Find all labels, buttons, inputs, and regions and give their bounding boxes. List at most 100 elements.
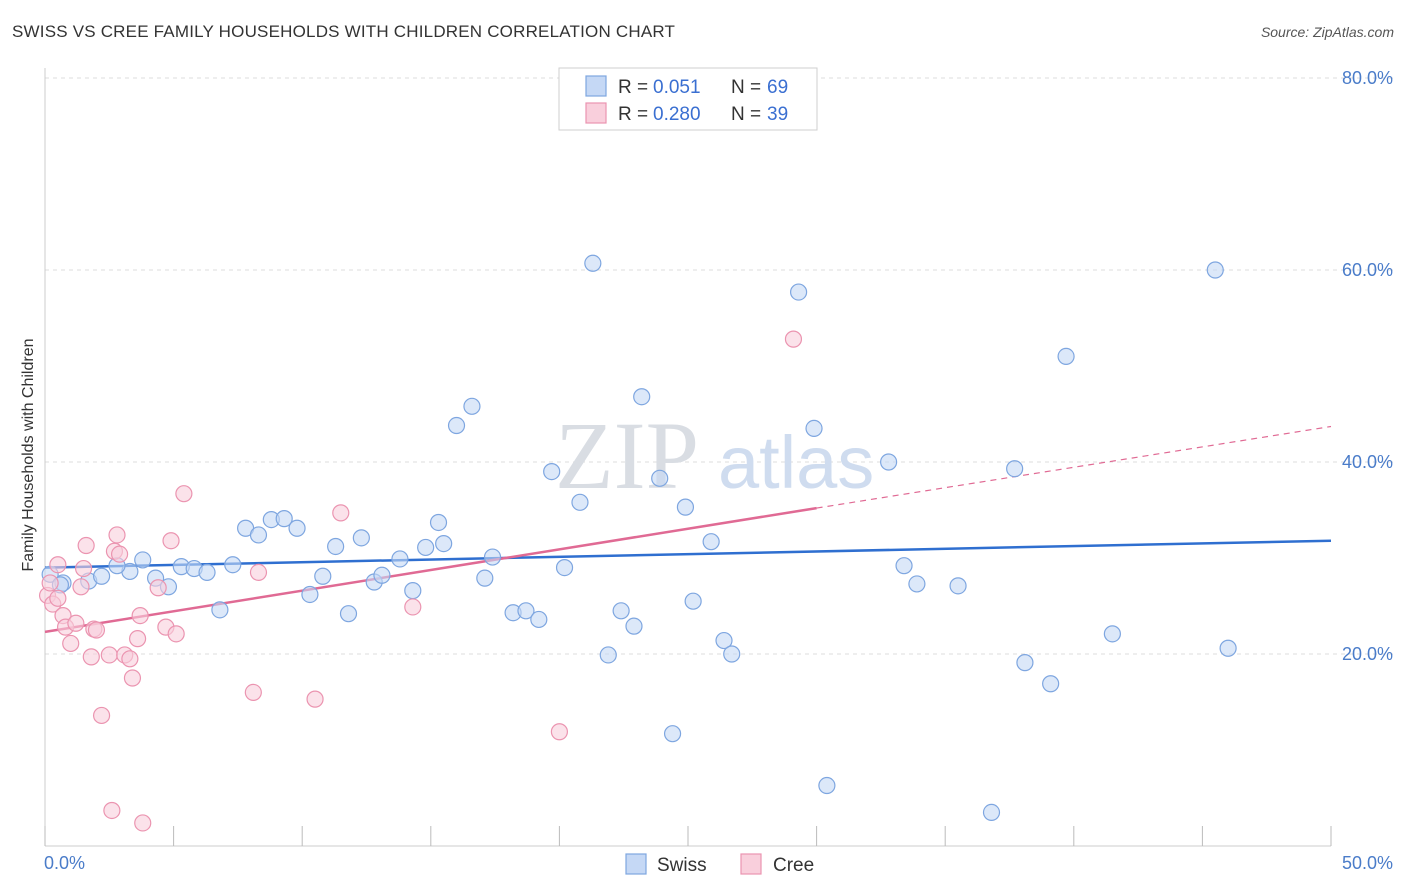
point-swiss-47: [663, 725, 682, 743]
point-swiss-37: [530, 610, 548, 629]
point-swiss-22: [339, 605, 358, 623]
point-swiss-50: [702, 533, 720, 551]
point-swiss-28: [417, 538, 435, 557]
point-cree-30: [167, 625, 185, 643]
legend-cree-r-label: R =: [618, 104, 648, 125]
legend-swatch-swiss: [625, 853, 647, 875]
point-swiss-56: [880, 453, 898, 471]
point-cree-16: [100, 646, 118, 664]
point-cree-29: [162, 532, 180, 550]
point-cree-17: [103, 801, 121, 820]
point-swiss-40: [571, 493, 589, 511]
point-swiss-62: [1016, 654, 1034, 672]
data-points: [38, 254, 1237, 832]
point-swiss-48: [676, 498, 695, 516]
point-cree-11: [77, 536, 95, 555]
point-swiss-54: [805, 419, 823, 437]
point-cree-22: [121, 650, 139, 668]
point-cree-9: [72, 578, 90, 596]
point-swiss-21: [327, 537, 345, 556]
point-cree-35: [332, 504, 350, 522]
point-cree-3: [49, 589, 67, 607]
point-cree-12: [82, 648, 100, 666]
point-swiss-44: [625, 617, 643, 635]
legend-swatch-cree: [740, 853, 762, 875]
point-swiss-55: [818, 776, 836, 795]
point-swiss-18: [288, 519, 306, 537]
point-cree-10: [74, 559, 93, 578]
point-swiss-39: [555, 558, 574, 577]
point-swiss-57: [895, 557, 913, 575]
y-tick-label-80: 80.0%: [1342, 68, 1393, 88]
point-swiss-13: [224, 556, 242, 574]
point-swiss-25: [373, 566, 391, 584]
trend-line-cree: [44, 506, 817, 634]
point-swiss-12: [211, 601, 229, 619]
series-legend: Swiss Cree: [625, 853, 814, 876]
point-cree-32: [244, 683, 262, 702]
point-cree-7: [62, 634, 80, 653]
point-swiss-42: [599, 646, 617, 664]
point-cree-34: [306, 690, 324, 708]
point-swiss-45: [633, 388, 651, 406]
point-swiss-63: [1057, 347, 1075, 365]
point-swiss-15: [249, 526, 268, 544]
point-swiss-46: [651, 469, 669, 487]
point-swiss-34: [483, 548, 502, 566]
watermark-zip: ZIP: [555, 402, 699, 509]
point-cree-36: [404, 598, 422, 616]
watermark-atlas: atlas: [718, 421, 874, 504]
point-cree-38: [784, 330, 803, 348]
point-swiss-36: [517, 602, 535, 620]
point-swiss-52: [723, 645, 741, 663]
point-swiss-26: [391, 550, 409, 568]
point-cree-24: [128, 630, 147, 648]
point-swiss-43: [612, 602, 630, 620]
point-swiss-32: [463, 397, 481, 415]
point-swiss-33: [476, 569, 494, 587]
y-tick-label-60: 60.0%: [1342, 260, 1393, 280]
point-cree-19: [108, 526, 126, 544]
point-swiss-27: [404, 582, 422, 600]
point-swiss-67: [1219, 639, 1237, 657]
point-cree-1: [41, 574, 59, 592]
point-swiss-61: [1006, 460, 1024, 478]
legend-label-cree: Cree: [773, 855, 814, 876]
x-tick-label-min: 0.0%: [44, 853, 85, 873]
point-swiss-23: [352, 529, 370, 547]
stats-legend: R = 0.051 N = 69 R = 0.280 N = 39: [558, 67, 818, 131]
point-swiss-58: [908, 575, 926, 593]
point-swiss-60: [982, 803, 1001, 822]
watermark: ZIP atlas: [555, 402, 874, 509]
point-cree-25: [131, 606, 149, 625]
axes: [44, 68, 1332, 847]
point-cree-14: [87, 621, 106, 639]
point-swiss-17: [275, 510, 293, 528]
point-cree-26: [134, 814, 152, 832]
chart-title: SWISS VS CREE FAMILY HOUSEHOLDS WITH CHI…: [12, 22, 676, 41]
point-swiss-19: [301, 585, 319, 604]
legend-swiss-r-label: R =: [618, 77, 648, 98]
grid-lines: [45, 77, 1393, 655]
y-axis-title: Family Households with Children: [20, 339, 37, 572]
point-cree-20: [110, 545, 129, 563]
point-cree-4: [49, 556, 67, 574]
point-swiss-53: [789, 283, 808, 301]
legend-cree-n-label: N =: [731, 104, 761, 125]
point-swiss-49: [684, 592, 702, 610]
point-swiss-38: [543, 463, 561, 481]
point-cree-15: [92, 706, 111, 725]
y-tick-label-20: 20.0%: [1342, 644, 1393, 664]
trend-line-cree-extension: [816, 425, 1332, 509]
legend-label-swiss: Swiss: [657, 855, 707, 876]
point-cree-31: [175, 485, 193, 503]
point-swiss-59: [949, 577, 967, 595]
point-swiss-64: [1042, 675, 1060, 693]
point-swiss-31: [447, 416, 466, 435]
trend-lines: [44, 425, 1332, 634]
source-label: Source: ZipAtlas.com: [1260, 24, 1394, 40]
legend-swiss-n-value: 69: [767, 77, 788, 98]
point-swiss-11: [198, 563, 216, 582]
legend-swiss-n-label: N =: [731, 77, 761, 98]
